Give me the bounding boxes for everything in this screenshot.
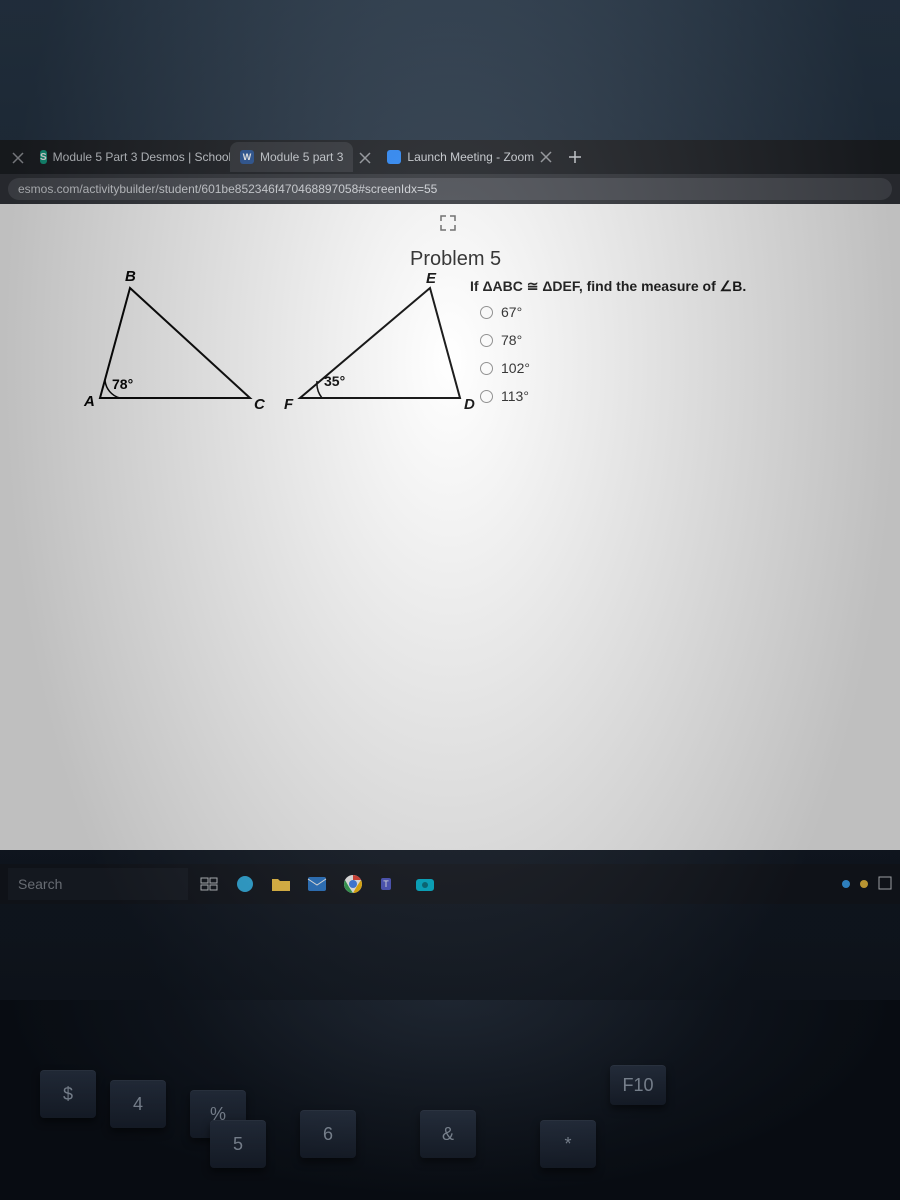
option-label: 78°	[501, 332, 522, 348]
task-view-icon[interactable]	[194, 869, 224, 899]
browser-chrome: S Module 5 Part 3 Desmos | School W Modu…	[0, 140, 900, 204]
vertex-label: A	[84, 393, 95, 410]
browser-tab[interactable]: W Module 5 part 3	[230, 142, 353, 172]
laptop-keyboard: $4%56&*F10	[0, 1000, 900, 1200]
vertex-label: D	[464, 396, 475, 413]
vertex-label: C	[254, 396, 265, 413]
browser-tabstrip: S Module 5 Part 3 Desmos | School W Modu…	[0, 140, 900, 174]
windows-taskbar: Search T	[0, 864, 900, 904]
close-icon[interactable]	[12, 151, 24, 163]
keyboard-key: 6	[300, 1110, 356, 1158]
url-text: esmos.com/activitybuilder/student/601be8…	[18, 182, 437, 196]
angle-label: 78°	[112, 376, 133, 392]
angle-label: 35°	[324, 373, 345, 389]
vertex-label: E	[426, 270, 436, 287]
close-icon[interactable]	[540, 151, 552, 163]
page-content: Problem 5 If ΔABC ≅ ΔDEF, find the measu…	[0, 204, 900, 850]
problem-prompt: If ΔABC ≅ ΔDEF, find the measure of ∠B.	[470, 278, 880, 295]
vertex-label: B	[125, 268, 136, 285]
keyboard-key: F10	[610, 1065, 666, 1105]
search-placeholder: Search	[18, 876, 62, 892]
tab-favicon: W	[240, 150, 254, 164]
vertex-label: F	[284, 396, 293, 413]
problem-area: Problem 5 If ΔABC ≅ ΔDEF, find the measu…	[0, 248, 900, 850]
url-input[interactable]: esmos.com/activitybuilder/student/601be8…	[8, 178, 892, 200]
system-tray[interactable]	[842, 864, 892, 904]
tab-label: Launch Meeting - Zoom	[407, 150, 534, 164]
camera-icon[interactable]	[410, 869, 440, 899]
chrome-icon[interactable]	[338, 869, 368, 899]
tab-label: Module 5 Part 3 Desmos | School	[53, 150, 230, 164]
edge-icon[interactable]	[230, 869, 260, 899]
tab-favicon: S	[40, 150, 47, 164]
triangle-figure: A B C 78° D E F 35°	[70, 268, 490, 438]
tab-label: Module 5 part 3	[260, 150, 343, 164]
tray-icon[interactable]	[860, 880, 868, 888]
keyboard-key: 4	[110, 1080, 166, 1128]
expand-icon[interactable]	[439, 214, 461, 236]
taskbar-search[interactable]: Search	[8, 868, 188, 900]
browser-address-bar: esmos.com/activitybuilder/student/601be8…	[0, 174, 900, 204]
keyboard-key: &	[420, 1110, 476, 1158]
browser-tab[interactable]: S Module 5 Part 3 Desmos | School	[30, 142, 230, 172]
tab-favicon	[387, 150, 401, 164]
option-label: 67°	[501, 304, 522, 320]
new-tab-button[interactable]	[562, 144, 588, 170]
mail-icon[interactable]	[302, 869, 332, 899]
tray-icon[interactable]	[878, 876, 892, 893]
teams-icon[interactable]: T	[374, 869, 404, 899]
option-label: 102°	[501, 360, 530, 376]
keyboard-key: 5	[210, 1120, 266, 1168]
close-icon[interactable]	[359, 151, 371, 163]
keyboard-key: *	[540, 1120, 596, 1168]
browser-tab[interactable]: Launch Meeting - Zoom	[377, 142, 562, 172]
tray-icon[interactable]	[842, 880, 850, 888]
file-explorer-icon[interactable]	[266, 869, 296, 899]
option-label: 113°	[501, 388, 529, 404]
keyboard-key: $	[40, 1070, 96, 1118]
svg-text:T: T	[383, 879, 389, 889]
